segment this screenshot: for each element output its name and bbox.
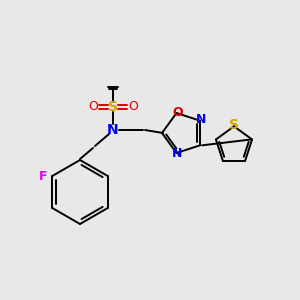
Text: N: N: [107, 123, 119, 137]
Text: N: N: [172, 148, 183, 160]
Text: S: S: [229, 118, 239, 132]
Text: O: O: [128, 100, 138, 113]
Text: S: S: [108, 100, 118, 114]
Text: N: N: [196, 113, 206, 126]
Text: F: F: [39, 169, 47, 182]
Text: O: O: [88, 100, 98, 113]
Text: O: O: [172, 106, 183, 118]
